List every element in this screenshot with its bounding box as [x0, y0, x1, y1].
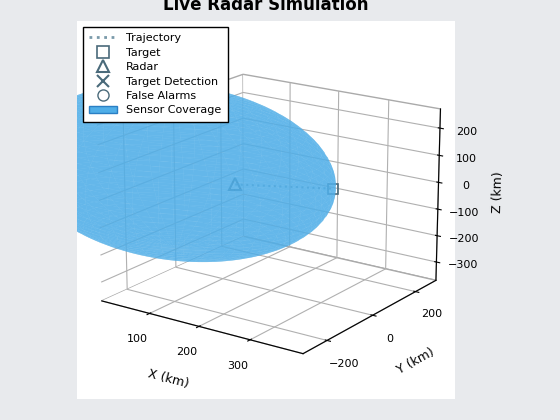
Title: Live Radar Simulation: Live Radar Simulation — [164, 0, 368, 14]
Y-axis label: Y (km): Y (km) — [394, 346, 436, 377]
Legend: Trajectory, Target, Radar, Target Detection, False Alarms, Sensor Coverage: Trajectory, Target, Radar, Target Detect… — [82, 26, 228, 122]
X-axis label: X (km): X (km) — [146, 367, 190, 390]
